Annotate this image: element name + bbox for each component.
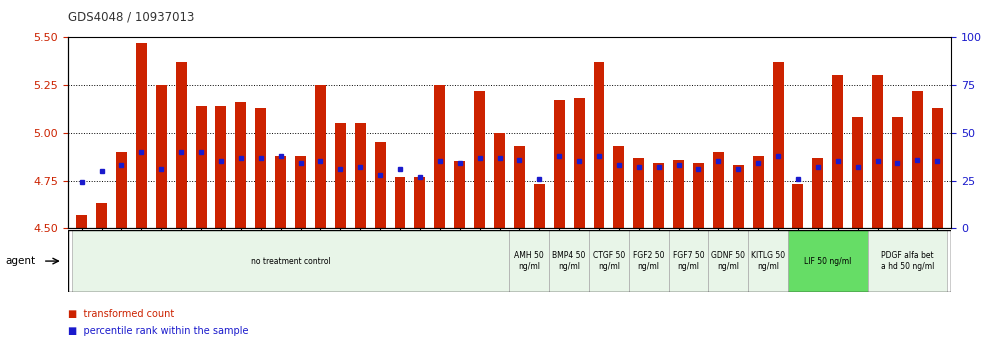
Bar — [793, 184, 804, 228]
Bar — [295, 156, 306, 228]
Bar — [628, 230, 668, 292]
Bar — [135, 43, 146, 228]
Text: GDNF 50
ng/ml: GDNF 50 ng/ml — [711, 251, 745, 271]
Bar — [912, 91, 923, 228]
Bar — [534, 184, 545, 228]
Bar — [633, 158, 644, 228]
Text: CTGF 50
ng/ml: CTGF 50 ng/ml — [593, 251, 625, 271]
Bar — [374, 142, 385, 228]
Text: AMH 50
ng/ml: AMH 50 ng/ml — [515, 251, 544, 271]
Bar — [215, 106, 226, 228]
Text: KITLG 50
ng/ml: KITLG 50 ng/ml — [751, 251, 785, 271]
Bar — [574, 98, 585, 228]
Text: no treatment control: no treatment control — [251, 257, 331, 266]
Bar — [514, 146, 525, 228]
Bar — [668, 230, 708, 292]
Bar — [708, 230, 748, 292]
Bar — [494, 133, 505, 228]
Bar — [868, 230, 947, 292]
Bar — [315, 85, 326, 228]
Bar — [474, 91, 485, 228]
Bar — [116, 152, 126, 228]
Bar — [76, 215, 87, 228]
Bar — [510, 230, 549, 292]
Bar — [733, 165, 744, 228]
Bar — [414, 177, 425, 228]
Text: GDS4048 / 10937013: GDS4048 / 10937013 — [68, 11, 194, 24]
Bar — [853, 118, 864, 228]
Text: BMP4 50
ng/ml: BMP4 50 ng/ml — [553, 251, 586, 271]
Text: ■  transformed count: ■ transformed count — [68, 309, 174, 319]
Bar — [394, 177, 405, 228]
Bar — [833, 75, 844, 228]
Bar — [275, 156, 286, 228]
Bar — [255, 108, 266, 228]
Text: PDGF alfa bet
a hd 50 ng/ml: PDGF alfa bet a hd 50 ng/ml — [880, 251, 934, 271]
Bar — [773, 62, 784, 228]
Bar — [614, 146, 624, 228]
Bar — [788, 230, 868, 292]
Bar — [195, 106, 206, 228]
Bar — [96, 204, 107, 228]
Bar — [434, 85, 445, 228]
Bar — [713, 152, 724, 228]
Bar — [892, 118, 903, 228]
Bar — [594, 62, 605, 228]
Bar — [72, 230, 510, 292]
Bar — [549, 230, 589, 292]
Bar — [175, 62, 186, 228]
Bar — [454, 161, 465, 228]
Bar — [872, 75, 883, 228]
Bar — [355, 123, 366, 228]
Text: ■  percentile rank within the sample: ■ percentile rank within the sample — [68, 326, 248, 336]
Bar — [335, 123, 346, 228]
Bar — [589, 230, 628, 292]
Bar — [554, 100, 565, 228]
Text: agent: agent — [5, 256, 35, 266]
Bar — [155, 85, 166, 228]
Text: LIF 50 ng/ml: LIF 50 ng/ml — [804, 257, 852, 266]
Text: FGF7 50
ng/ml: FGF7 50 ng/ml — [672, 251, 704, 271]
Bar — [753, 156, 764, 228]
Bar — [235, 102, 246, 228]
Bar — [693, 163, 704, 228]
Bar — [932, 108, 943, 228]
Bar — [813, 158, 824, 228]
Bar — [673, 160, 684, 228]
Bar — [748, 230, 788, 292]
Text: FGF2 50
ng/ml: FGF2 50 ng/ml — [633, 251, 664, 271]
Bar — [653, 163, 664, 228]
